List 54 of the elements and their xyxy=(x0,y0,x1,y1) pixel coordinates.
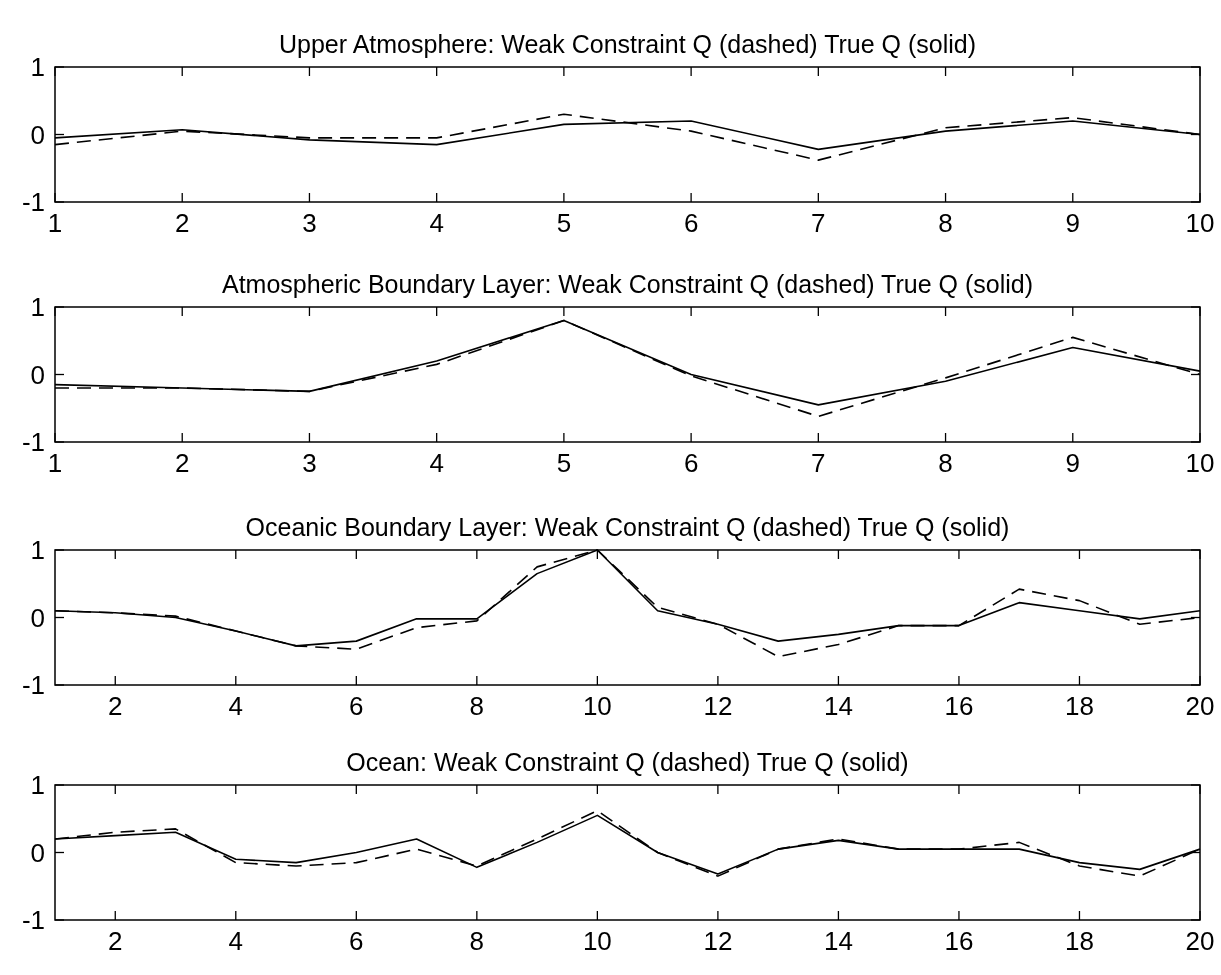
x-tick-label: 2 xyxy=(108,926,123,956)
x-tick-label: 18 xyxy=(1065,926,1094,956)
y-tick-label: -1 xyxy=(21,427,45,457)
x-tick-label: 4 xyxy=(228,691,244,721)
y-tick-label: -1 xyxy=(21,905,45,935)
x-tick-label: 10 xyxy=(582,926,612,956)
x-tick-label: 20 xyxy=(1185,691,1215,721)
chart-title: Oceanic Boundary Layer: Weak Constraint Q (dashed) True Q (solid) xyxy=(245,513,1010,541)
x-tick-label: 9 xyxy=(1065,208,1081,238)
x-tick-label: 10 xyxy=(1185,448,1215,478)
x-tick-label: 8 xyxy=(469,691,485,721)
x-tick-label: 12 xyxy=(703,691,733,721)
x-tick-label: 4 xyxy=(429,448,444,478)
x-tick-label: 6 xyxy=(683,448,699,478)
y-tick-label: 1 xyxy=(30,535,45,565)
chart-title: Atmospheric Boundary Layer: Weak Constraint Q (dashed) True Q (solid) xyxy=(222,270,1033,298)
x-tick-label: 3 xyxy=(302,208,317,238)
x-tick-label: 16 xyxy=(944,926,974,956)
x-tick-label: 2 xyxy=(174,448,190,478)
y-tick-label: 0 xyxy=(30,359,45,390)
x-tick-label: 5 xyxy=(556,448,572,478)
x-tick-label: 16 xyxy=(944,691,974,721)
x-tick-label: 6 xyxy=(349,926,364,956)
x-tick-label: 8 xyxy=(938,448,953,478)
x-tick-label: 8 xyxy=(469,926,485,956)
y-tick-label: -1 xyxy=(21,187,45,217)
x-tick-label: 8 xyxy=(938,208,953,238)
x-tick-label: 10 xyxy=(1185,208,1215,238)
x-tick-label: 18 xyxy=(1065,691,1094,721)
y-tick-label: 0 xyxy=(30,602,45,633)
y-tick-label: 0 xyxy=(30,119,45,150)
x-tick-label: 12 xyxy=(703,926,733,956)
y-tick-label: -1 xyxy=(21,670,45,700)
x-tick-label: 6 xyxy=(349,691,364,721)
x-tick-label: 2 xyxy=(108,691,123,721)
y-tick-label: 1 xyxy=(30,292,45,322)
y-tick-label: 1 xyxy=(30,770,45,800)
x-tick-label: 5 xyxy=(556,208,572,238)
x-tick-label: 2 xyxy=(174,208,190,238)
x-tick-label: 20 xyxy=(1185,926,1215,956)
chart-title: Ocean: Weak Constraint Q (dashed) True Q (solid) xyxy=(346,748,909,776)
x-tick-label: 7 xyxy=(811,208,826,238)
x-tick-label: 7 xyxy=(811,448,826,478)
x-tick-label: 14 xyxy=(823,691,853,721)
x-tick-label: 14 xyxy=(823,926,853,956)
x-tick-label: 4 xyxy=(429,208,444,238)
x-tick-label: 9 xyxy=(1065,448,1081,478)
x-tick-label: 6 xyxy=(683,208,699,238)
x-tick-label: 3 xyxy=(302,448,317,478)
x-tick-label: 4 xyxy=(228,926,244,956)
chart-title: Upper Atmosphere: Weak Constraint Q (dashed) True Q (solid) xyxy=(278,30,977,58)
y-tick-label: 0 xyxy=(30,837,45,868)
y-tick-label: 1 xyxy=(30,52,45,82)
x-tick-label: 10 xyxy=(582,691,612,721)
